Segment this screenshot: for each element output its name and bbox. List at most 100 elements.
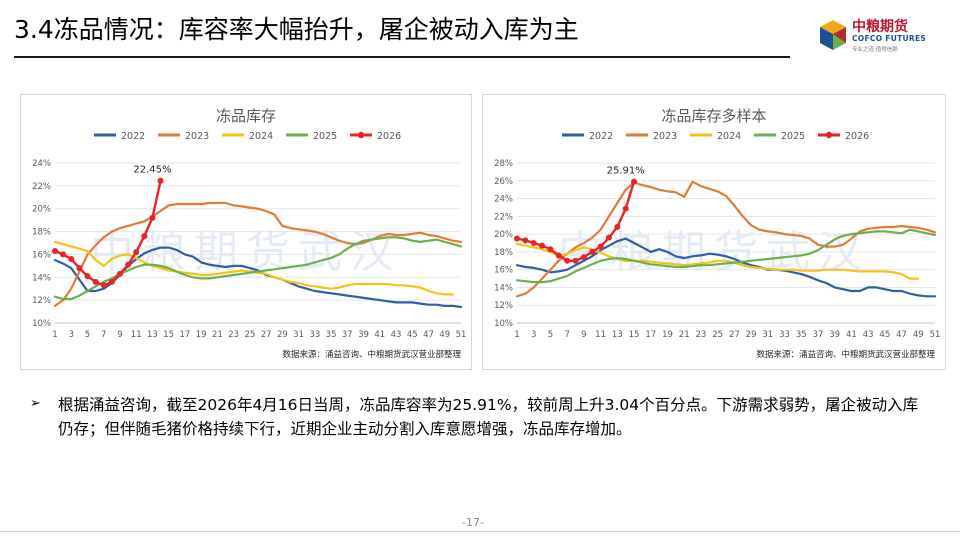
data-point-2026: [84, 273, 91, 280]
legend-marker-2026: [357, 131, 365, 139]
legend-label-2026: 2026: [377, 131, 401, 142]
y-tick-label: 14%: [32, 273, 51, 283]
x-tick-label: 27: [729, 330, 740, 340]
slide-title: 3.4冻品情况：库容率大幅抬升，屠企被动入库为主: [14, 15, 579, 44]
chart-title: 冻品库存: [216, 107, 276, 125]
data-point-2026: [589, 248, 596, 255]
legend-label-2024: 2024: [717, 131, 741, 142]
y-tick-label: 22%: [494, 212, 513, 222]
logo-chinese-name: 中粮期货: [852, 19, 908, 35]
x-tick-label: 9: [117, 330, 122, 340]
x-tick-label: 11: [131, 330, 142, 340]
x-tick-label: 1: [52, 330, 57, 340]
company-logo: 中粮期货 COFCO FUTURES 专业之道 值得信赖: [818, 14, 948, 58]
logo-english-name: COFCO FUTURES: [852, 34, 927, 43]
data-point-2026: [530, 240, 537, 246]
data-point-2026: [514, 235, 520, 242]
y-tick-label: 16%: [494, 266, 513, 276]
series-line-2023: [53, 201, 463, 307]
y-tick-label: 24%: [494, 195, 513, 205]
data-point-2026: [141, 233, 148, 240]
y-tick-label: 10%: [32, 319, 51, 329]
y-tick-label: 18%: [32, 228, 51, 238]
legend-label-2025: 2025: [313, 131, 337, 142]
data-point-2026: [68, 256, 75, 262]
data-point-2026: [572, 257, 579, 264]
data-point-2026: [149, 214, 156, 221]
data-point-2026: [522, 237, 529, 244]
x-tick-label: 41: [846, 330, 857, 340]
logo-slogan: 专业之道 值得信赖: [852, 47, 898, 53]
x-tick-label: 25: [712, 330, 723, 340]
x-tick-label: 31: [762, 330, 773, 340]
y-tick-label: 20%: [494, 230, 513, 240]
x-tick-label: 25: [244, 330, 255, 340]
title-underline: [14, 56, 790, 58]
x-tick-label: 13: [147, 330, 158, 340]
data-point-2026: [539, 242, 546, 249]
x-tick-label: 47: [423, 330, 434, 340]
series-line-2025: [515, 228, 937, 284]
x-tick-label: 29: [746, 330, 757, 340]
data-point-2026: [92, 278, 99, 285]
x-tick-label: 5: [548, 330, 553, 340]
x-tick-label: 39: [358, 330, 369, 340]
legend-label-2025: 2025: [781, 131, 805, 142]
data-point-2026: [597, 243, 604, 250]
data-point-2026: [157, 177, 164, 184]
y-tick-label: 24%: [32, 159, 51, 169]
x-tick-label: 35: [796, 330, 807, 340]
legend-marker-2026: [825, 131, 833, 139]
x-tick-label: 33: [779, 330, 790, 340]
legend-label-2022: 2022: [589, 131, 613, 142]
legend-label-2023: 2023: [653, 131, 677, 142]
series-line-2022: [515, 237, 937, 298]
body-paragraph: 根据涌益咨询，截至2026年4月16日当周，冻品库容率为25.91%，较前周上升…: [58, 396, 919, 438]
chart-frozen-inventory-multi-sample: 中粮期货武汉 冻品库存多样本 2022 2023 2024 2025 2026 10% 12% 1…: [482, 94, 946, 370]
bullet-arrow-icon: ➢: [30, 396, 41, 411]
y-tick-label: 28%: [494, 159, 513, 169]
y-tick-label: 22%: [32, 182, 51, 192]
x-tick-label: 51: [456, 330, 467, 340]
y-tick-label: 20%: [32, 205, 51, 215]
data-point-2026: [605, 234, 612, 241]
x-tick-label: 41: [374, 330, 385, 340]
footer-divider: [0, 531, 960, 532]
x-tick-label: 47: [896, 330, 907, 340]
y-tick-label: 10%: [494, 319, 513, 329]
x-tick-label: 43: [863, 330, 874, 340]
x-tick-label: 15: [629, 330, 640, 340]
x-tick-label: 3: [531, 330, 536, 340]
series-line-2023: [515, 180, 937, 298]
y-tick-label: 18%: [494, 248, 513, 258]
x-tick-label: 43: [391, 330, 402, 340]
series-line-2024: [515, 242, 920, 280]
data-point-2026: [631, 178, 638, 185]
logo-cube-icon: [820, 20, 846, 50]
x-tick-label: 31: [293, 330, 304, 340]
x-tick-label: 29: [277, 330, 288, 340]
x-tick-label: 37: [342, 330, 353, 340]
y-tick-label: 26%: [494, 177, 513, 187]
data-point-2026: [580, 254, 587, 261]
data-label-latest: 25.91%: [607, 166, 645, 177]
x-tick-label: 5: [85, 330, 90, 340]
x-tick-label: 7: [564, 330, 569, 340]
x-tick-label: 45: [407, 330, 418, 340]
x-tick-label: 17: [645, 330, 656, 340]
x-tick-label: 7: [101, 330, 106, 340]
data-point-2026: [76, 265, 83, 272]
y-tick-label: 16%: [32, 250, 51, 260]
chart-source: 数据来源：涌益咨询、中粮期货武汉营业部整理: [282, 349, 461, 360]
legend-label-2024: 2024: [249, 131, 273, 142]
data-point-2026: [547, 246, 554, 253]
x-tick-label: 21: [212, 330, 223, 340]
data-point-2026: [60, 251, 67, 258]
x-tick-label: 3: [69, 330, 74, 340]
x-tick-label: 49: [913, 330, 924, 340]
x-tick-label: 15: [163, 330, 174, 340]
legend-label-2026: 2026: [845, 131, 869, 142]
x-tick-label: 35: [326, 330, 337, 340]
data-point-2026: [52, 248, 58, 254]
